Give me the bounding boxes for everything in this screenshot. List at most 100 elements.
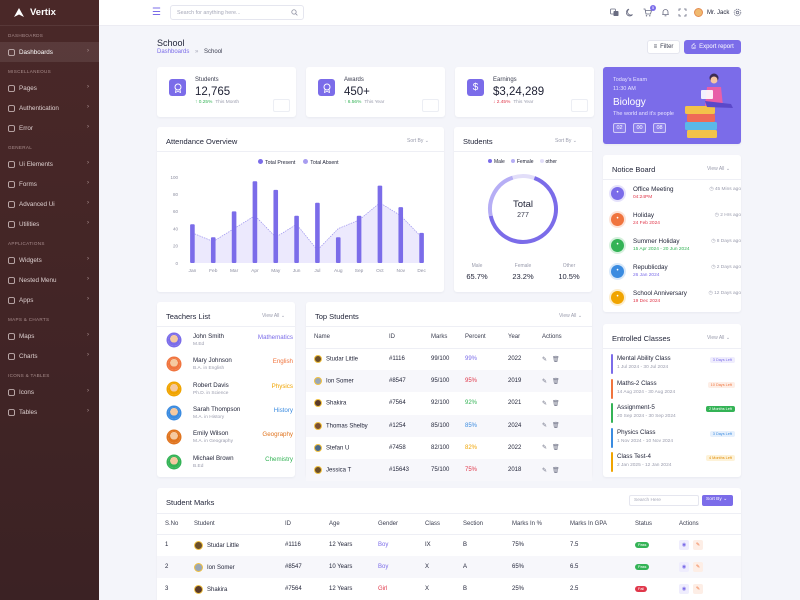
notice-item[interactable]: • School Anniversary 19 Dec 2024 ◷ 12 Days …: [611, 288, 741, 312]
teacher-item[interactable]: Michael Brown B.Ed Chemistry: [165, 453, 293, 475]
teacher-item[interactable]: Sarah Thompson M.A. in History History: [165, 404, 293, 426]
table-row[interactable]: Jessica T #15643 75/100 75% 2018 ✎ 🗑: [306, 458, 592, 482]
view-icon[interactable]: ◉: [679, 562, 689, 572]
graduation-cap-icon: [169, 79, 186, 96]
table-row[interactable]: Thomas Shelby #1254 85/100 85% 2024 ✎ 🗑: [306, 414, 592, 437]
present-bar: [252, 181, 258, 263]
sidebar-item-widgets[interactable]: Widgets ›: [0, 250, 99, 270]
view-icon[interactable]: ◉: [679, 540, 689, 551]
sidebar-section-title: APPLICATIONS: [8, 241, 45, 246]
edit-icon[interactable]: ✎: [542, 378, 548, 385]
sun-icon: •: [611, 239, 624, 252]
students-sort-dropdown[interactable]: Sort By ⌄: [555, 138, 577, 144]
app-logo[interactable]: Vertix: [0, 0, 99, 26]
teacher-item[interactable]: John Smith M.Ed Mathematics: [165, 331, 293, 353]
table-row[interactable]: Shakira #7564 92/100 92% 2021 ✎ 🗑: [306, 392, 592, 414]
notice-item[interactable]: • Holiday 24 Feb 2024 ◷ 2 Hrs ago: [611, 210, 741, 234]
teacher-item[interactable]: Mary Johnson B.A. in English English: [165, 355, 293, 377]
layers-icon: [8, 200, 15, 208]
notice-item[interactable]: • Office Meeting 04:24PM ◷ 45 Mins ago: [611, 184, 741, 208]
trash-icon[interactable]: 🗑: [552, 467, 560, 474]
widget-icon: [8, 256, 15, 264]
chevron-right-icon: ›: [87, 388, 89, 394]
trash-icon[interactable]: 🗑: [552, 400, 560, 407]
breadcrumb-root[interactable]: Dashboards: [157, 49, 190, 55]
breadcrumb-separator: »: [195, 49, 199, 55]
edit-icon[interactable]: ✎: [693, 562, 703, 572]
class-name: Maths-2 Class: [617, 379, 657, 387]
edit-icon[interactable]: ✎: [542, 445, 548, 452]
marks-sort-button[interactable]: Sort By ⌄: [702, 495, 733, 506]
table-row[interactable]: Stefan U #7458 82/100 82% 2022 ✎ 🗑: [306, 437, 592, 459]
edit-icon[interactable]: ✎: [542, 356, 548, 363]
trash-icon[interactable]: 🗑: [552, 445, 560, 452]
sidebar-item-nested-menu[interactable]: Nested Menu ›: [0, 270, 99, 290]
edit-icon[interactable]: ✎: [693, 584, 703, 594]
trash-icon[interactable]: 🗑: [552, 423, 560, 430]
edit-icon[interactable]: ✎: [542, 467, 548, 474]
gift-icon: •: [611, 213, 624, 226]
sidebar-item-maps[interactable]: Maps ›: [0, 326, 99, 346]
table-row[interactable]: 3 Shakira #7564 12 Years Girl X B 25% 2.5 Fail ◉ ✎: [157, 578, 741, 600]
sidebar-item-error[interactable]: Error ›: [0, 118, 99, 138]
teacher-item[interactable]: Robert Davis Ph.D. in Science Physics: [165, 380, 293, 402]
menu-toggle-icon[interactable]: ☰: [152, 7, 161, 18]
star-icon: [8, 388, 15, 396]
edit-icon[interactable]: ✎: [542, 423, 548, 430]
class-item[interactable]: Maths-2 Class 14 Aug 2024 - 30 Aug 2024 10…: [611, 378, 735, 402]
class-item[interactable]: Assignment-5 20 Sep 2024 - 30 Sep 2024 2 M…: [611, 402, 735, 426]
sidebar-item-utilities[interactable]: Utilities ›: [0, 214, 99, 234]
user-menu[interactable]: Mr. Jack: [694, 8, 729, 17]
table-row[interactable]: Ion Somer #8547 95/100 95% 2019 ✎ 🗑: [306, 370, 592, 393]
table-row[interactable]: 2 Ion Somer #8547 10 Years Boy X A 65% 6.5 Pass ◉ ✎: [157, 556, 741, 578]
bell-icon[interactable]: [661, 8, 670, 17]
class-item[interactable]: Class Test-4 2 Jan 2025 - 12 Jan 2024 4 Mo…: [611, 451, 735, 475]
actions-cell: ✎ 🗑: [542, 437, 592, 459]
sidebar-item-advanced-ui[interactable]: Advanced Ui ›: [0, 194, 99, 214]
trash-icon[interactable]: 🗑: [552, 378, 560, 385]
fullscreen-icon[interactable]: [678, 8, 687, 17]
sidebar-item-charts[interactable]: Charts ›: [0, 346, 99, 366]
breakdown-item: Male 65.7%: [454, 263, 500, 281]
classes-view-all[interactable]: View All ⌄: [707, 335, 730, 341]
trash-icon[interactable]: 🗑: [552, 356, 560, 363]
filter-button[interactable]: ≡ Filter: [647, 40, 680, 54]
export-report-button[interactable]: ⎙ Export report: [684, 40, 741, 54]
student-name: Stefan U: [326, 445, 350, 452]
present-bar: [273, 189, 279, 263]
edit-icon[interactable]: ✎: [693, 540, 703, 551]
translate-icon[interactable]: [610, 8, 619, 17]
class-item[interactable]: Physics Class 1 Nov 2024 - 10 Nov 2024 3 D…: [611, 427, 735, 451]
notice-view-all[interactable]: View All ⌄: [707, 166, 730, 172]
table-row[interactable]: 1 Studar Little #1116 12 Years Boy IX B 75% 7.5 P…: [157, 534, 741, 556]
moon-icon[interactable]: [626, 8, 635, 17]
teacher-item[interactable]: Emily Wilson M.A. in Geography Geography: [165, 428, 293, 450]
sidebar-item-icons[interactable]: Icons ›: [0, 382, 99, 402]
sidebar-item-tables[interactable]: Tables ›: [0, 402, 99, 422]
table-row[interactable]: Studar Little #1116 99/100 99% 2022 ✎ 🗑: [306, 348, 592, 370]
avatar: [314, 421, 322, 430]
sidebar-item-apps[interactable]: Apps ›: [0, 290, 99, 310]
notice-item[interactable]: • Republicday 26 Jan 2024 ◷ 2 Days ago: [611, 262, 741, 286]
marks-search-input[interactable]: Search Here: [629, 495, 699, 506]
sidebar-item-label: Apps: [19, 296, 34, 304]
teachers-view-all[interactable]: View All ⌄: [262, 313, 285, 319]
student-marks: 95/100: [431, 378, 450, 385]
sidebar-item-dashboards[interactable]: Dashboards ›: [0, 42, 99, 62]
search-input[interactable]: Search for anything here...: [170, 5, 304, 20]
chevron-down-icon: ⌄: [577, 313, 583, 319]
sidebar-item-pages[interactable]: Pages ›: [0, 78, 99, 98]
gear-icon[interactable]: [733, 8, 742, 17]
stat-change: ↓ 2.45% This Year: [493, 100, 533, 105]
class-name: Mental Ability Class: [617, 355, 671, 362]
class-item[interactable]: Mental Ability Class 1 Jul 2024 - 30 Jul …: [611, 353, 735, 377]
sidebar-item-authentication[interactable]: Authentication ›: [0, 98, 99, 118]
top-students-view-all[interactable]: View All ⌄: [559, 313, 582, 319]
attendance-sort-dropdown[interactable]: Sort By ⌄: [407, 138, 429, 144]
edit-icon[interactable]: ✎: [542, 400, 548, 407]
sidebar-item-ui-elements[interactable]: Ui Elements ›: [0, 154, 99, 174]
sidebar-item-forms[interactable]: Forms ›: [0, 174, 99, 194]
notice-date: 24 Feb 2024: [633, 221, 660, 226]
notice-item[interactable]: • Summer Holiday 15 Apr 2024 - 20 Jun 2024…: [611, 236, 741, 260]
view-icon[interactable]: ◉: [679, 584, 689, 594]
